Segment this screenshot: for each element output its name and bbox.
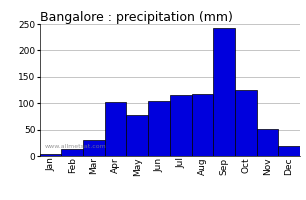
Bar [40,154,62,156]
Text: Bangalore : precipitation (mm): Bangalore : precipitation (mm) [40,11,233,24]
Bar [148,101,170,156]
Bar [192,94,213,156]
Bar [83,140,105,156]
Bar [278,146,300,156]
Bar [126,115,148,156]
Bar [213,28,235,156]
Text: www.allmetsat.com: www.allmetsat.com [45,144,107,149]
Bar [170,95,192,156]
Bar [256,129,278,156]
Bar [62,149,83,156]
Bar [105,102,126,156]
Bar [235,90,256,156]
